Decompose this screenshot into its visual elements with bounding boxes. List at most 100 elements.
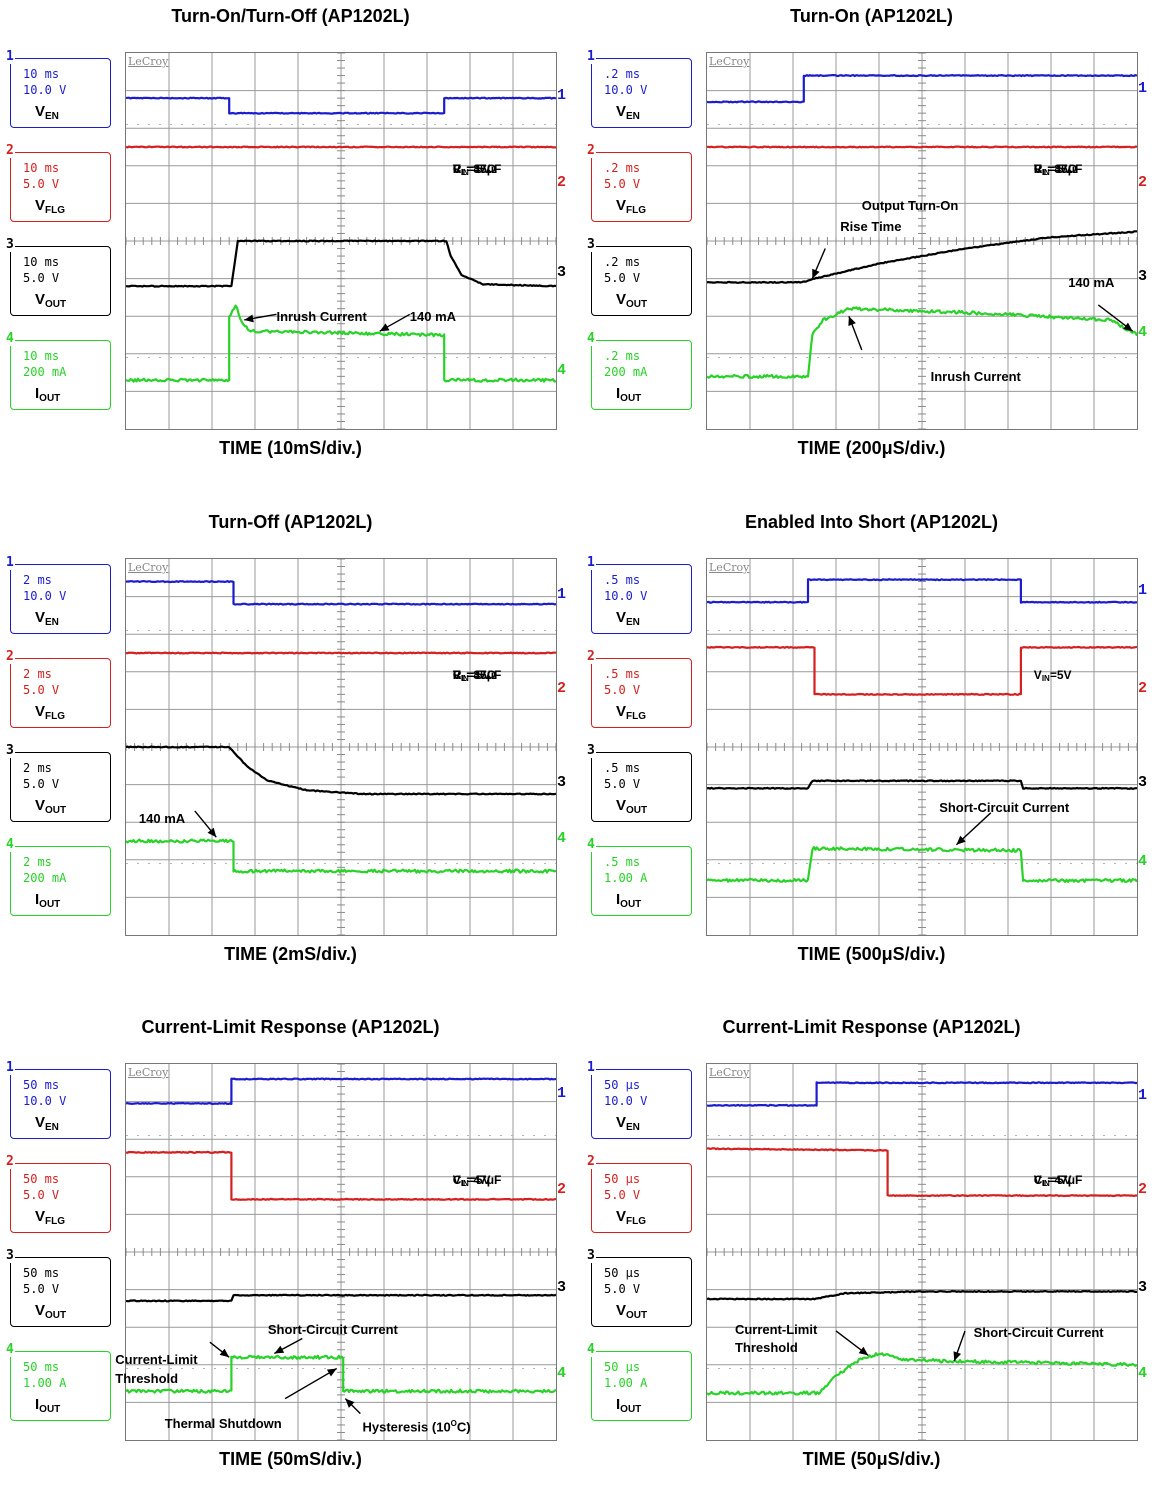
time-per-div: .5 ms [604, 573, 641, 587]
annotation-label: Short-Circuit Current [939, 799, 1070, 815]
channel-ref-marker: 3 [557, 1278, 567, 1296]
scope-screen: LeCroy VIN=5V Short-Circuit Current [706, 558, 1138, 936]
channel-ref-marker: 2 [1138, 679, 1148, 697]
channel-number: 4 [586, 837, 596, 852]
time-per-div: .2 ms [604, 67, 641, 81]
channel-box-2: 2 10 ms 5.0 V VFLG [5, 143, 111, 222]
channel-number: 3 [586, 237, 596, 252]
trace-channel-1 [126, 1077, 556, 1105]
channel-box-4: 4 50 μs 1.00 A IOUT [586, 1342, 692, 1421]
volts-per-div: 5.0 V [604, 177, 641, 191]
signal-name: VEN [35, 609, 59, 628]
channel-ref-marker: 2 [557, 173, 567, 191]
time-axis-label: TIME (200μS/div.) [797, 438, 946, 458]
time-per-div: 2 ms [23, 667, 52, 681]
trace-channel-2 [126, 1150, 556, 1201]
time-axis-label: TIME (50μS/div.) [802, 1449, 941, 1469]
volts-per-div: 5.0 V [23, 271, 60, 285]
signal-name: VEN [616, 103, 640, 122]
channel-box-2: 2 2 ms 5.0 V VFLG [5, 649, 111, 728]
channel-ref-marker: 3 [1138, 773, 1148, 791]
channel-box-1: 1 2 ms 10.0 V VEN [5, 555, 111, 634]
scope-panel-2: Turn-On (AP1202L) TIME (200μS/div.) 1 .2 ms… [581, 0, 1162, 494]
scope-screen: LeCroy VIN=5V CL=47μF Current-Limit Threshol… [706, 1063, 1138, 1441]
scope-brand: LeCroy [128, 55, 169, 68]
annotation-label: Threshold [734, 1340, 798, 1356]
channel-box-2: 2 50 μs 5.0 V VFLG [586, 1154, 692, 1233]
waveform-plot [707, 53, 1137, 429]
trace-channel-3 [126, 239, 556, 288]
channel-number: 1 [586, 1060, 596, 1075]
scope-panel-3: Turn-Off (AP1202L) TIME (2mS/div.) 1 2 ms 10… [0, 506, 581, 1000]
waveform-plot [707, 559, 1137, 935]
channel-ref-marker: 1 [557, 585, 567, 603]
test-condition: VIN=5V [1033, 668, 1072, 684]
signal-name: VOUT [616, 291, 648, 310]
volts-per-div: 5.0 V [23, 177, 60, 191]
trace-channel-1 [126, 96, 556, 115]
annotation-label: 140 mA [138, 811, 186, 827]
panel-title: Enabled Into Short (AP1202L) [744, 512, 999, 532]
scope-panel-1: Turn-On/Turn-Off (AP1202L) TIME (10mS/div… [0, 0, 581, 494]
trace-channel-2 [707, 145, 1137, 149]
annotation-arrowhead [956, 835, 966, 845]
channel-ref-marker: 1 [557, 87, 567, 105]
trace-channel-2 [707, 645, 1137, 696]
signal-name: VOUT [35, 291, 67, 310]
annotation-arrowhead [1123, 322, 1133, 332]
channel-number: 2 [586, 1154, 596, 1169]
annotation-label: Thermal Shutdown [164, 1415, 282, 1431]
volts-per-div: 200 mA [23, 871, 67, 885]
channel-box-3: 3 50 μs 5.0 V VOUT [586, 1248, 692, 1327]
channel-number: 2 [586, 143, 596, 158]
signal-name: VOUT [616, 1302, 648, 1321]
volts-per-div: 10.0 V [23, 589, 67, 603]
trace-channel-1 [707, 74, 1137, 104]
channel-ref-marker: 1 [1138, 581, 1148, 599]
channel-box-3: 3 50 ms 5.0 V VOUT [5, 1248, 111, 1327]
signal-name: VFLG [616, 197, 647, 216]
time-per-div: 50 μs [604, 1078, 641, 1092]
waveform-plot [126, 53, 556, 429]
channel-ref-marker: 3 [1138, 267, 1148, 285]
channel-number: 3 [586, 1248, 596, 1263]
channel-number: 4 [586, 1342, 596, 1357]
scope-screen: LeCroy VIN=5V CL=47μF RL=35Ω Output Turn-On R… [706, 52, 1138, 430]
channel-ref-marker: 4 [1138, 1365, 1148, 1383]
signal-name: VEN [616, 1114, 640, 1133]
scope-panel-4: Enabled Into Short (AP1202L) TIME (500μS/… [581, 506, 1162, 1000]
channel-number: 4 [5, 331, 15, 346]
time-per-div: 2 ms [23, 761, 52, 775]
trace-channel-4 [707, 846, 1137, 883]
channel-box-1: 1 .5 ms 10.0 V VEN [586, 555, 692, 634]
volts-per-div: 10.0 V [604, 1094, 648, 1108]
channel-ref-marker: 4 [557, 1365, 567, 1383]
channel-ref-marker: 1 [1138, 79, 1148, 97]
scope-panel-5: Current-Limit Response (AP1202L) TIME (50… [0, 1011, 581, 1505]
time-axis-label: TIME (10mS/div.) [219, 438, 362, 458]
volts-per-div: 10.0 V [23, 83, 67, 97]
trace-channel-4 [707, 306, 1137, 379]
time-per-div: 50 ms [23, 1172, 60, 1186]
trace-channel-3 [707, 230, 1137, 284]
time-per-div: 50 ms [23, 1078, 60, 1092]
signal-name: VFLG [35, 1208, 66, 1227]
signal-name: VOUT [616, 797, 648, 816]
time-per-div: 50 μs [604, 1172, 641, 1186]
signal-name: IOUT [616, 385, 642, 404]
channel-box-3: 3 2 ms 5.0 V VOUT [5, 743, 111, 822]
channel-ref-marker: 3 [557, 773, 567, 791]
channel-number: 2 [5, 1154, 15, 1169]
volts-per-div: 5.0 V [604, 683, 641, 697]
channel-ref-marker: 2 [557, 1180, 567, 1198]
annotation-label: 140 mA [1068, 274, 1115, 290]
trace-channel-4 [126, 1354, 556, 1394]
trace-channel-1 [707, 1081, 1137, 1107]
channel-number: 2 [586, 649, 596, 664]
channel-box-2: 2 50 ms 5.0 V VFLG [5, 1154, 111, 1233]
scope-brand: LeCroy [709, 561, 750, 574]
channel-box-3: 3 10 ms 5.0 V VOUT [5, 237, 111, 316]
channel-ref-marker: 3 [1138, 1278, 1148, 1296]
channel-ref-marker: 4 [1138, 852, 1148, 870]
time-per-div: .2 ms [604, 255, 641, 269]
